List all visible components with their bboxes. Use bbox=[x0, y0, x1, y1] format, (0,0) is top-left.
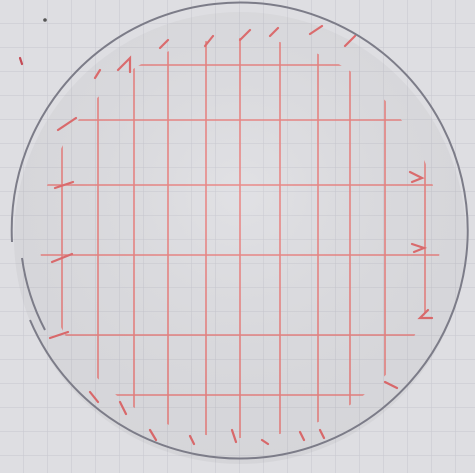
photo bbox=[0, 0, 475, 473]
dot bbox=[43, 18, 47, 22]
page bbox=[0, 0, 475, 473]
